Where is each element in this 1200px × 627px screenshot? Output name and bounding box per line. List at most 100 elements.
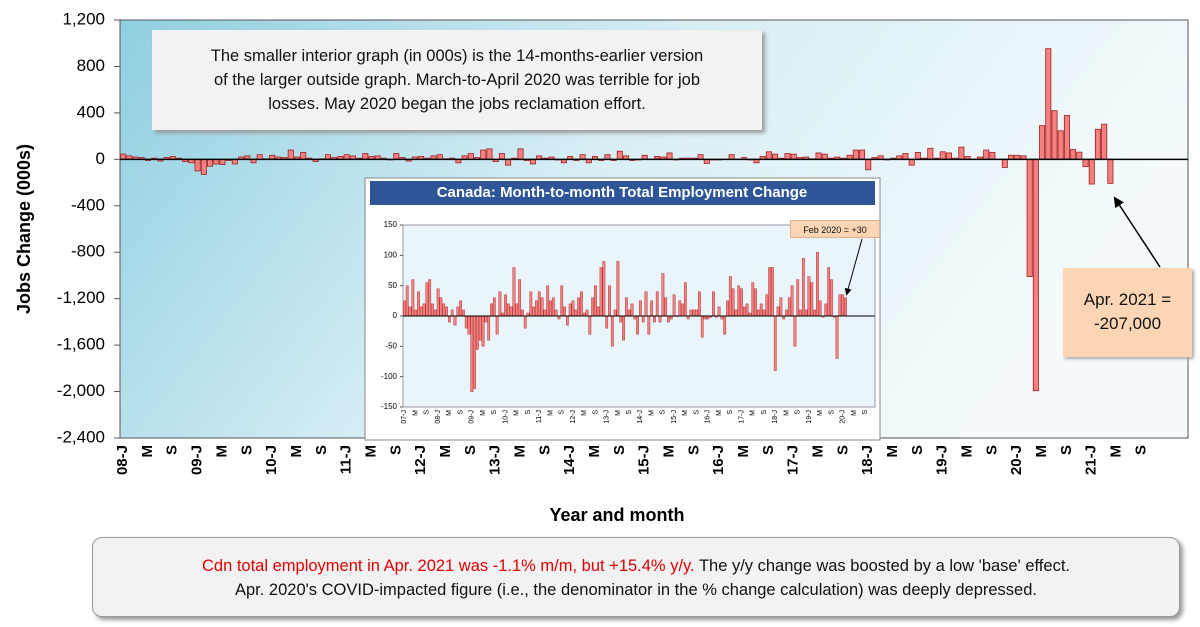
x-tick-label: M [514,410,521,416]
inset-callout-arrow [844,238,863,296]
y-tick-label: -2,000 [57,381,105,400]
bar [498,153,505,160]
bar [594,285,597,317]
bar [403,300,406,317]
bar [540,297,544,317]
x-tick-label: 08-J [114,445,131,475]
bar [1094,128,1101,160]
bar [804,309,808,317]
note-line: The smaller interior graph (in 000s) is … [210,47,704,65]
bar [664,297,668,317]
bar [532,306,536,317]
x-tick-label: M [716,410,723,416]
x-tick-label: M [682,410,689,416]
x-tick-label: 15-J [636,445,653,475]
bar [852,149,859,160]
bar [757,309,760,317]
bar [790,285,794,317]
bar [560,285,564,317]
bar [765,151,772,160]
x-tick-label: 07-J [401,410,408,424]
bar [523,315,527,329]
bar [200,158,207,175]
bar [1057,130,1064,160]
x-tick-label: S [387,445,404,455]
bar [958,146,965,160]
bar [692,309,696,317]
x-tick-label: 17-J [738,410,745,424]
bar [565,315,569,326]
y-tick-label: 50 [388,281,397,290]
bar [1082,158,1089,168]
bar [630,303,634,317]
bar [1101,123,1108,160]
bar [810,282,814,317]
bar [613,309,617,317]
x-tick-label: S [525,410,532,415]
bar [445,306,448,317]
bar [300,151,307,160]
x-tick-label: 20-J [840,410,847,424]
x-tick-label: S [727,410,734,415]
x-tick-label: S [660,410,667,415]
x-tick-label: 10-J [502,410,509,424]
bar [436,288,440,317]
bar [431,303,434,317]
bar [447,315,451,323]
y-tick-label: -1,200 [57,288,105,307]
bar [505,158,512,166]
bar [408,306,412,317]
y-tick-label: 1,200 [62,9,105,28]
bar [568,303,572,317]
x-tick-label: 17-J [785,445,802,475]
bar [551,297,555,317]
bar [844,297,847,317]
bar [740,288,743,317]
bar [529,291,533,317]
bar [734,309,738,317]
y-axis-title: Jobs Change (000s) [14,144,34,314]
x-tick-label: S [1058,445,1075,455]
bar [498,291,502,317]
x-tick-label: 18-J [772,410,779,424]
callout-line: Apr. 2021 = [1083,290,1172,309]
x-tick-label: 12-J [570,410,577,424]
y-tick-label: -400 [71,195,105,214]
x-tick-label: M [288,445,305,458]
bar [442,303,446,317]
bar [492,297,496,317]
x-axis-title: Year and month [549,505,684,525]
bar [821,153,828,160]
bar [1032,158,1039,392]
x-tick-label: M [851,410,858,416]
bar [801,258,805,317]
bar [622,315,625,341]
bar [362,153,369,160]
caption-box: Cdn total employment in Apr. 2021 was -1… [92,537,1180,617]
bar [393,153,400,160]
bar [681,303,684,317]
x-tick-label: M [547,410,554,416]
bar [815,152,822,160]
bar [490,303,493,317]
bar [768,267,772,317]
bar [902,153,909,160]
x-tick-label: M [648,410,655,416]
x-tick-label: S [238,445,255,455]
bar [453,315,457,326]
x-tick-label: 19-J [806,410,813,424]
bar [639,300,642,317]
x-tick-label: 21-J [1083,445,1100,475]
bar [287,149,294,160]
bar [414,309,418,317]
bar [683,282,687,317]
bar [824,303,828,317]
x-tick-label: S [983,445,1000,455]
bar [816,252,819,317]
bar [813,309,816,317]
bar [737,285,741,317]
bar [599,267,603,317]
bar [585,309,589,317]
note-box: The smaller interior graph (in 000s) is … [152,30,762,130]
